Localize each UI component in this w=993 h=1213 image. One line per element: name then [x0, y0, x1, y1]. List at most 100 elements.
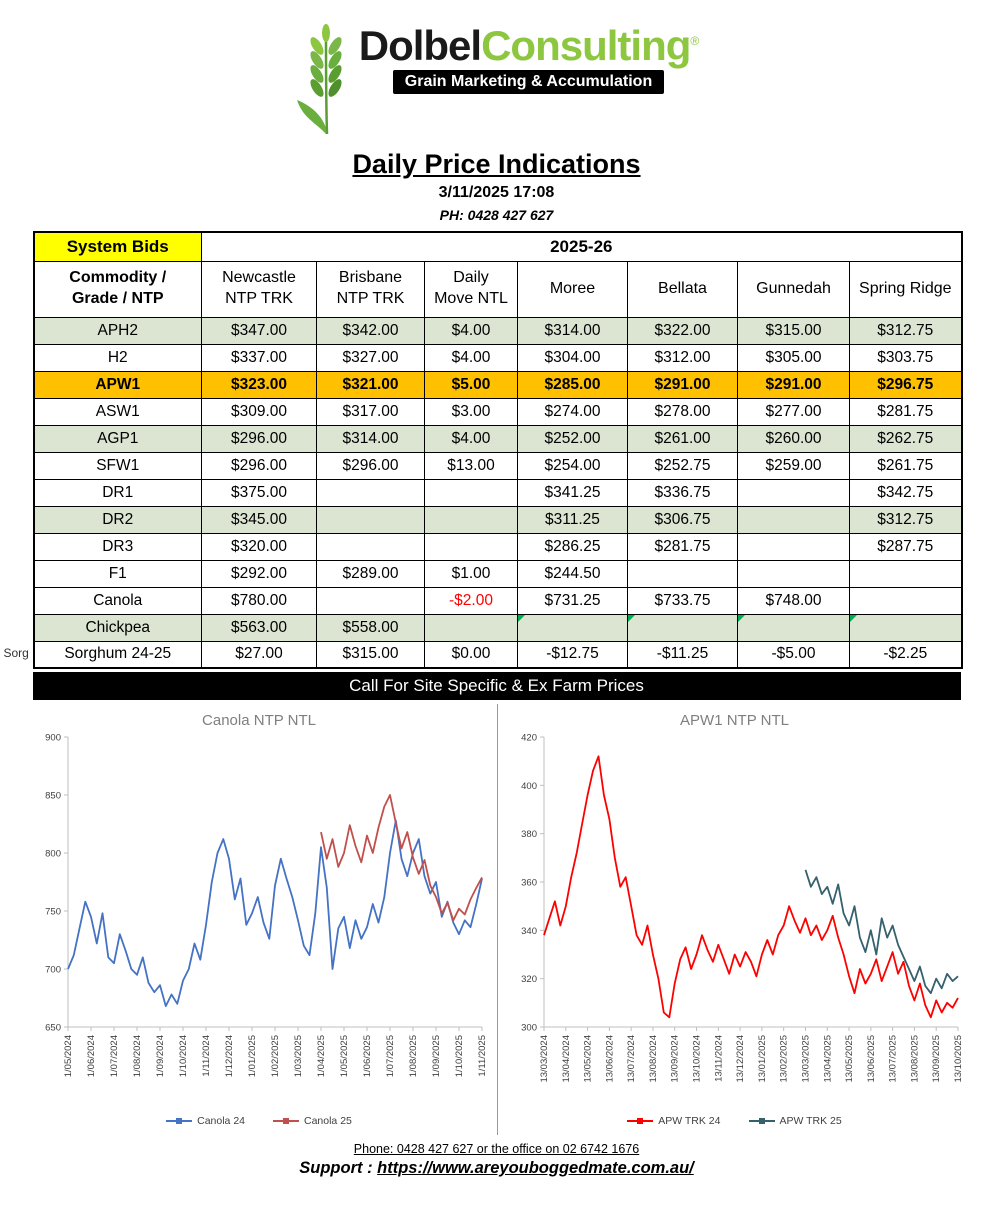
price-cell — [316, 532, 425, 561]
grade-cell: SFW1 — [33, 451, 202, 480]
price-cell: $296.00 — [201, 451, 317, 480]
price-cell: $563.00 — [201, 613, 317, 642]
column-header: Moree — [517, 260, 628, 318]
table-row: Sorghum 24-25 $27.00 $315.00 $0.00 -$12.75 -$… — [33, 640, 963, 669]
grade-cell: F1 — [33, 559, 202, 588]
series-canola-24 — [66, 819, 483, 1008]
price-cell: $305.00 — [737, 343, 850, 372]
price-cell: $254.00 — [517, 451, 628, 480]
svg-text:1/06/2024: 1/06/2024 — [86, 1035, 97, 1077]
charts-section: Canola NTP NTL 650 700 750 800 850 900 1/05/20… — [22, 704, 972, 1135]
price-cell — [627, 613, 738, 642]
svg-text:13/07/2025: 13/07/2025 — [887, 1035, 898, 1083]
price-cell: $252.00 — [517, 424, 628, 453]
footer-support-line: Support : https://www.areyouboggedmate.c… — [299, 1159, 694, 1177]
table-season-row: System Bids 2025-26 — [33, 231, 963, 262]
table-row: APW1 $323.00 $321.00 $5.00 $285.00 $291.00 $29… — [33, 370, 963, 399]
price-cell — [848, 613, 963, 642]
support-link[interactable]: https://www.areyouboggedmate.com.au/ — [377, 1159, 694, 1177]
table-row: F1 $292.00 $289.00 $1.00 $244.50 — [33, 559, 963, 588]
price-cell: -$2.25 — [848, 640, 963, 669]
svg-text:750: 750 — [45, 907, 61, 918]
svg-text:13/06/2024: 13/06/2024 — [604, 1035, 615, 1083]
price-cell — [737, 559, 850, 588]
series-apw-trk-25 — [804, 869, 959, 995]
grade-cell: APW1 — [33, 370, 202, 399]
price-cell: $312.75 — [848, 505, 963, 534]
legend-item: Canola 24 — [166, 1115, 245, 1127]
legend-line-swatch — [748, 1118, 775, 1124]
svg-text:1/07/2024: 1/07/2024 — [109, 1035, 120, 1077]
legend-item: APW TRK 25 — [748, 1115, 842, 1127]
price-cell: $281.75 — [848, 397, 963, 426]
svg-text:1/04/2025: 1/04/2025 — [316, 1035, 327, 1077]
grade-cell: APH2 — [33, 316, 202, 345]
price-cell — [424, 532, 518, 561]
grade-cell: Chickpea — [33, 613, 202, 642]
price-cell: $733.75 — [627, 586, 738, 615]
price-table-wrap: Sorg System Bids 2025-26 Commodity / Grade… — [4, 231, 963, 669]
table-row: DR3 $320.00 $286.25 $281.75 $287.75 — [33, 532, 963, 561]
price-cell: $287.75 — [848, 532, 963, 561]
price-cell: $312.00 — [627, 343, 738, 372]
price-table: System Bids 2025-26 Commodity / Grade / NT… — [32, 231, 963, 669]
svg-text:1/05/2024: 1/05/2024 — [63, 1035, 74, 1077]
canola-chart-panel: Canola NTP NTL 650 700 750 800 850 900 1/05/20… — [22, 704, 497, 1135]
price-cell — [424, 613, 518, 642]
price-cell — [517, 613, 628, 642]
price-cell: $296.00 — [201, 424, 317, 453]
price-cell: $0.00 — [424, 640, 518, 669]
price-cell — [737, 613, 850, 642]
price-cell — [848, 586, 963, 615]
svg-text:1/03/2025: 1/03/2025 — [293, 1035, 304, 1077]
svg-text:13/09/2024: 13/09/2024 — [669, 1035, 680, 1083]
price-cell: $731.25 — [517, 586, 628, 615]
price-cell — [424, 478, 518, 507]
svg-text:13/07/2024: 13/07/2024 — [626, 1035, 637, 1083]
price-cell: $314.00 — [517, 316, 628, 345]
price-cell: $278.00 — [627, 397, 738, 426]
svg-text:13/02/2025: 13/02/2025 — [778, 1035, 789, 1083]
brand-tagline: Grain Marketing & Accumulation — [392, 70, 665, 95]
price-cell: $281.75 — [627, 532, 738, 561]
grade-cell: DR3 — [33, 532, 202, 561]
price-cell: $261.00 — [627, 424, 738, 453]
registered-mark: ® — [690, 34, 699, 48]
svg-text:13/03/2025: 13/03/2025 — [800, 1035, 811, 1083]
legend-line-swatch — [273, 1118, 299, 1124]
price-cell: $309.00 — [201, 397, 317, 426]
svg-text:1/10/2025: 1/10/2025 — [454, 1035, 465, 1077]
system-bids-label: System Bids — [33, 231, 202, 262]
price-cell — [737, 532, 850, 561]
price-cell: $558.00 — [316, 613, 425, 642]
price-cell: $304.00 — [517, 343, 628, 372]
column-header: Spring Ridge — [848, 260, 963, 318]
report-datetime: 3/11/2025 17:08 — [438, 184, 555, 201]
table-row: DR1 $375.00 $341.25 $336.75 $342.75 — [33, 478, 963, 507]
table-row: H2 $337.00 $327.00 $4.00 $304.00 $312.00 $305.… — [33, 343, 963, 372]
legend-label: Canola 24 — [197, 1115, 245, 1127]
price-cell — [316, 586, 425, 615]
svg-text:1/09/2024: 1/09/2024 — [155, 1035, 166, 1077]
svg-text:1/05/2025: 1/05/2025 — [339, 1035, 350, 1077]
legend-line-swatch — [166, 1118, 193, 1124]
price-cell: $312.75 — [848, 316, 963, 345]
price-cell: $780.00 — [201, 586, 317, 615]
price-cell: $320.00 — [201, 532, 317, 561]
price-cell: $260.00 — [737, 424, 850, 453]
price-cell: $345.00 — [201, 505, 317, 534]
price-cell: $13.00 — [424, 451, 518, 480]
grade-cell: H2 — [33, 343, 202, 372]
price-cell: $274.00 — [517, 397, 628, 426]
svg-text:13/09/2025: 13/09/2025 — [931, 1035, 942, 1083]
price-cell: $291.00 — [627, 370, 738, 399]
svg-text:900: 900 — [45, 733, 61, 744]
canola-chart-legend: Canola 24 Canola 25 — [22, 1115, 497, 1135]
price-cell: $261.75 — [848, 451, 963, 480]
price-cell: $315.00 — [737, 316, 850, 345]
canola-chart: 650 700 750 800 850 900 1/05/2024 1/06/2024 1/07… — [45, 733, 488, 1078]
table-row: DR2 $345.00 $311.25 $306.75 $312.75 — [33, 505, 963, 534]
legend-label: APW TRK 24 — [658, 1115, 721, 1127]
svg-text:13/11/2024: 13/11/2024 — [713, 1035, 724, 1082]
apw1-chart-panel: APW1 NTP NTL 300 320 340 360 380 400 420 13/03/… — [496, 704, 972, 1135]
